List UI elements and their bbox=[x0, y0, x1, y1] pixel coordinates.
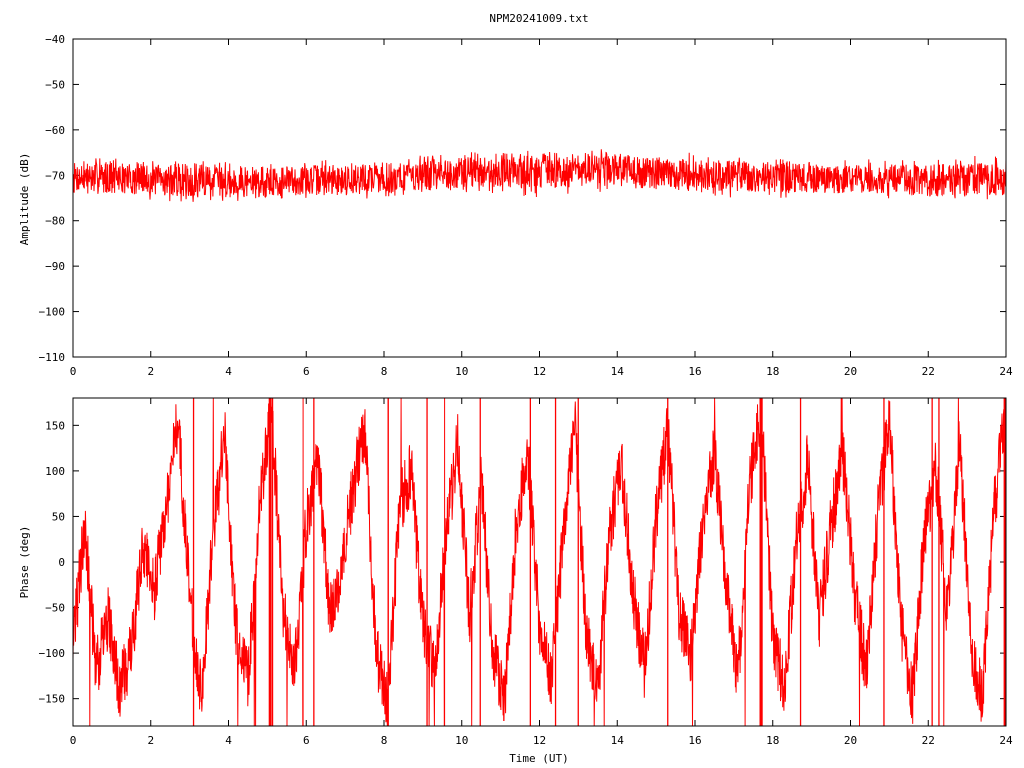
chart-title: NPM20241009.txt bbox=[489, 12, 588, 25]
phase-y-tick-label: −150 bbox=[39, 693, 66, 706]
amplitude-x-tick-label: 2 bbox=[147, 365, 154, 378]
amplitude-line bbox=[72, 149, 1007, 202]
phase-x-tick-label: 18 bbox=[766, 734, 779, 747]
amplitude-y-tick-label: −60 bbox=[45, 124, 65, 137]
amplitude-y-tick-label: −70 bbox=[45, 169, 65, 182]
amplitude-tick-labels: 0 2 4 6 8 10 12 14 16 18 20 22 24−110−100−90−80−70−6… bbox=[39, 33, 1013, 378]
amplitude-x-tick-label: 12 bbox=[533, 365, 546, 378]
amplitude-x-tick-label: 6 bbox=[303, 365, 310, 378]
phase-x-tick-label: 16 bbox=[688, 734, 701, 747]
phase-y-tick-label: −100 bbox=[39, 647, 66, 660]
amplitude-x-tick-label: 20 bbox=[844, 365, 857, 378]
phase-series bbox=[72, 397, 1007, 727]
amplitude-y-tick-label: −110 bbox=[39, 351, 66, 364]
amplitude-x-tick-label: 16 bbox=[688, 365, 701, 378]
phase-x-tick-label: 8 bbox=[381, 734, 388, 747]
phase-x-tick-label: 10 bbox=[455, 734, 468, 747]
phase-tick-labels: 0 2 4 6 8 10 12 14 16 18 20 22 24−150−100−5005010015… bbox=[39, 419, 1013, 747]
phase-y-tick-label: −50 bbox=[45, 602, 65, 615]
phase-x-tick-label: 12 bbox=[533, 734, 546, 747]
phase-x-tick-label: 20 bbox=[844, 734, 857, 747]
phase-line bbox=[72, 397, 1007, 727]
amplitude-y-tick-label: −100 bbox=[39, 306, 66, 319]
amplitude-x-tick-label: 24 bbox=[999, 365, 1013, 378]
amplitude-y-tick-label: −40 bbox=[45, 33, 65, 46]
phase-y-axis-label: Phase (deg) bbox=[18, 526, 31, 599]
phase-x-tick-label: 2 bbox=[147, 734, 154, 747]
amplitude-x-tick-label: 4 bbox=[225, 365, 232, 378]
phase-x-tick-label: 22 bbox=[922, 734, 935, 747]
phase-x-tick-label: 4 bbox=[225, 734, 232, 747]
phase-x-tick-label: 0 bbox=[70, 734, 77, 747]
amplitude-x-tick-label: 14 bbox=[611, 365, 625, 378]
amplitude-series bbox=[72, 149, 1007, 202]
phase-x-tick-label: 14 bbox=[611, 734, 625, 747]
amplitude-x-tick-label: 22 bbox=[922, 365, 935, 378]
phase-y-tick-label: 50 bbox=[52, 510, 65, 523]
phase-x-tick-label: 6 bbox=[303, 734, 310, 747]
amplitude-x-tick-label: 0 bbox=[70, 365, 77, 378]
amplitude-y-axis-label: Amplitude (dB) bbox=[18, 153, 31, 246]
amplitude-plot-frame bbox=[72, 38, 1007, 358]
phase-y-tick-label: 0 bbox=[58, 556, 65, 569]
time-x-axis-label: Time (UT) bbox=[509, 752, 569, 765]
phase-plot-frame bbox=[72, 397, 1007, 727]
amplitude-plot: 0 2 4 6 8 10 12 14 16 18 20 22 24−110−100−90−80−70−6… bbox=[18, 33, 1013, 378]
amplitude-ticks bbox=[72, 38, 1007, 358]
amplitude-x-tick-label: 8 bbox=[381, 365, 388, 378]
amplitude-x-tick-label: 10 bbox=[455, 365, 468, 378]
amplitude-y-tick-label: −90 bbox=[45, 260, 65, 273]
phase-x-tick-label: 24 bbox=[999, 734, 1013, 747]
amplitude-y-tick-label: −80 bbox=[45, 215, 65, 228]
phase-plot: 0 2 4 6 8 10 12 14 16 18 20 22 24−150−100−5005010015… bbox=[18, 397, 1013, 765]
phase-y-tick-label: 100 bbox=[45, 465, 65, 478]
phase-y-tick-label: 150 bbox=[45, 419, 65, 432]
amplitude-y-tick-label: −50 bbox=[45, 78, 65, 91]
amplitude-x-tick-label: 18 bbox=[766, 365, 779, 378]
